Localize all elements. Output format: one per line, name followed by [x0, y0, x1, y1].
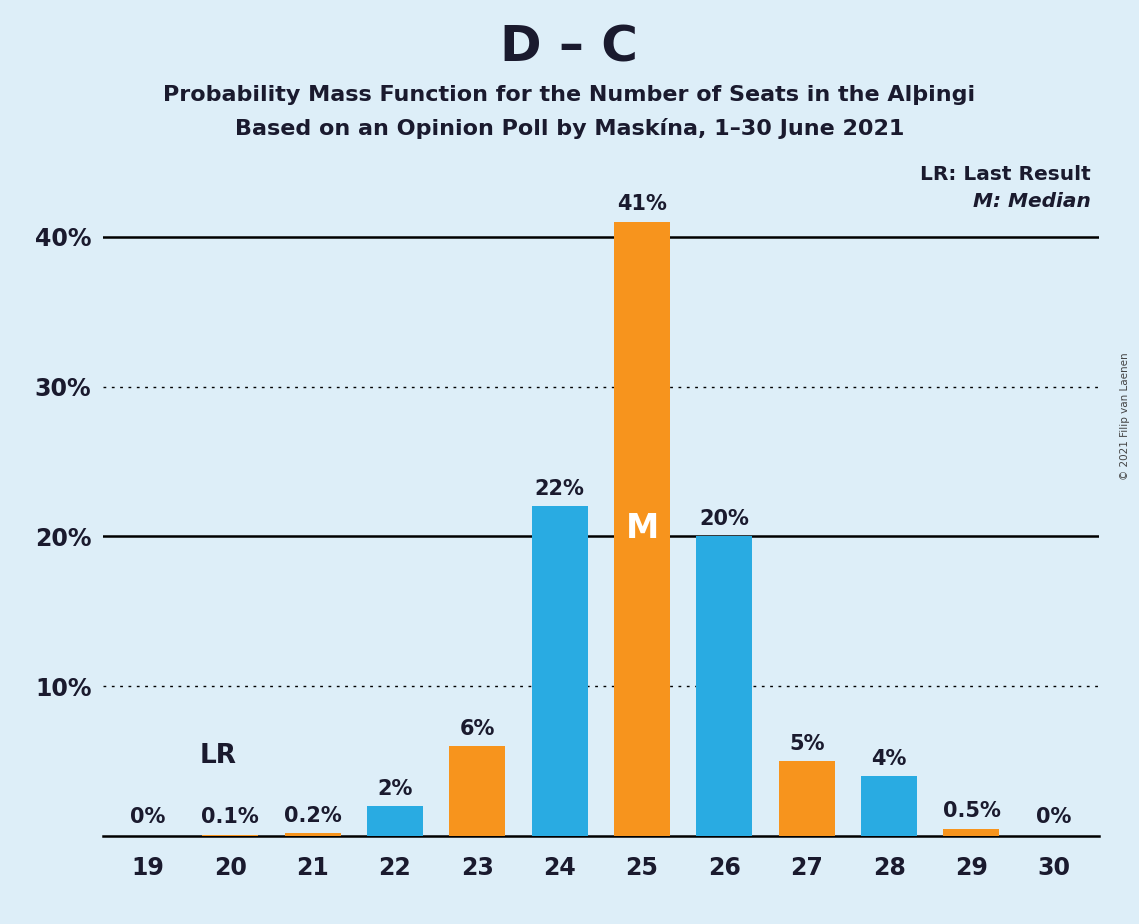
Text: M: M — [625, 513, 658, 545]
Text: 6%: 6% — [459, 719, 495, 739]
Bar — [861, 776, 917, 836]
Text: LR: LR — [199, 743, 236, 769]
Text: 0%: 0% — [1036, 808, 1072, 827]
Text: 0.2%: 0.2% — [284, 806, 342, 826]
Text: Probability Mass Function for the Number of Seats in the Alþingi: Probability Mass Function for the Number… — [163, 85, 976, 105]
Text: D – C: D – C — [500, 23, 639, 71]
Bar — [614, 222, 670, 836]
Text: 5%: 5% — [789, 734, 825, 754]
Bar — [203, 834, 259, 836]
Text: M: Median: M: Median — [973, 191, 1091, 211]
Text: © 2021 Filip van Laenen: © 2021 Filip van Laenen — [1121, 352, 1130, 480]
Bar — [367, 807, 423, 836]
Text: 22%: 22% — [534, 479, 584, 499]
Bar — [285, 833, 341, 836]
Text: 2%: 2% — [377, 779, 412, 798]
Bar — [943, 829, 1000, 836]
Bar — [532, 506, 588, 836]
Text: 0%: 0% — [130, 808, 165, 827]
Text: 4%: 4% — [871, 748, 907, 769]
Text: 0.1%: 0.1% — [202, 808, 259, 827]
Bar — [779, 761, 835, 836]
Text: LR: Last Result: LR: Last Result — [920, 164, 1091, 184]
Text: 0.5%: 0.5% — [943, 801, 1000, 821]
Text: 20%: 20% — [699, 509, 749, 529]
Text: 41%: 41% — [617, 194, 667, 214]
Text: Based on an Opinion Poll by Maskína, 1–30 June 2021: Based on an Opinion Poll by Maskína, 1–3… — [235, 118, 904, 140]
Bar — [696, 537, 753, 836]
Bar — [449, 747, 506, 836]
